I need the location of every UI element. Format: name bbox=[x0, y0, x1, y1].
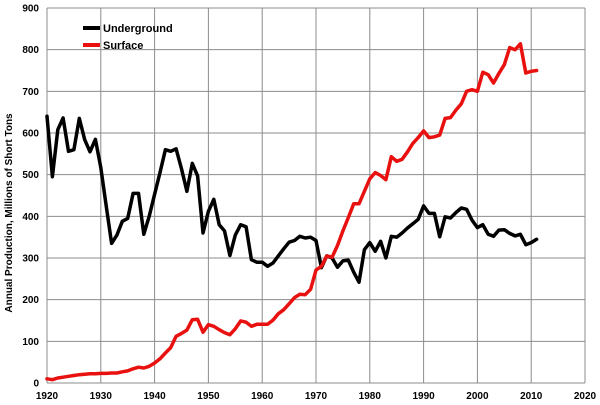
x-tick-label: 1970 bbox=[305, 391, 328, 402]
y-tick-label: 300 bbox=[22, 254, 39, 265]
series-layer bbox=[45, 42, 539, 382]
legend-label-underground: Underground bbox=[103, 23, 173, 35]
y-tick-label: 500 bbox=[22, 170, 39, 181]
x-tick-label: 2000 bbox=[466, 391, 489, 402]
y-tick-label: 0 bbox=[33, 379, 39, 390]
y-tick-label: 800 bbox=[22, 45, 39, 56]
x-tick-label: 1950 bbox=[197, 391, 220, 402]
x-tick-label: 1980 bbox=[359, 391, 382, 402]
x-tick-label: 2010 bbox=[520, 391, 543, 402]
y-tick-label: 600 bbox=[22, 129, 39, 140]
series-line-surface bbox=[45, 42, 539, 382]
x-tick-label: 2020 bbox=[574, 391, 597, 402]
y-tick-label: 700 bbox=[22, 87, 39, 98]
y-tick-label: 400 bbox=[22, 212, 39, 223]
y-tick-label: 900 bbox=[22, 4, 39, 15]
series-line-underground bbox=[45, 114, 539, 284]
y-axis-ticks: 0 100 200 300 400 500 600 700 800 900 bbox=[22, 4, 39, 390]
y-tick-label: 100 bbox=[22, 337, 39, 348]
y-axis-title: Annual Production, Millions of Short Ton… bbox=[4, 113, 15, 313]
y-tick-label: 200 bbox=[22, 295, 39, 306]
legend-label-surface: Surface bbox=[103, 40, 143, 52]
x-tick-label: 1960 bbox=[251, 391, 274, 402]
x-tick-label: 1990 bbox=[412, 391, 435, 402]
x-tick-label: 1920 bbox=[36, 391, 59, 402]
legend: Underground Surface bbox=[83, 23, 173, 52]
x-tick-label: 1930 bbox=[90, 391, 113, 402]
x-tick-label: 1940 bbox=[143, 391, 166, 402]
x-axis-ticks: 1920 1930 1940 1950 1960 1970 1980 1990 2000 2010… bbox=[36, 391, 597, 402]
